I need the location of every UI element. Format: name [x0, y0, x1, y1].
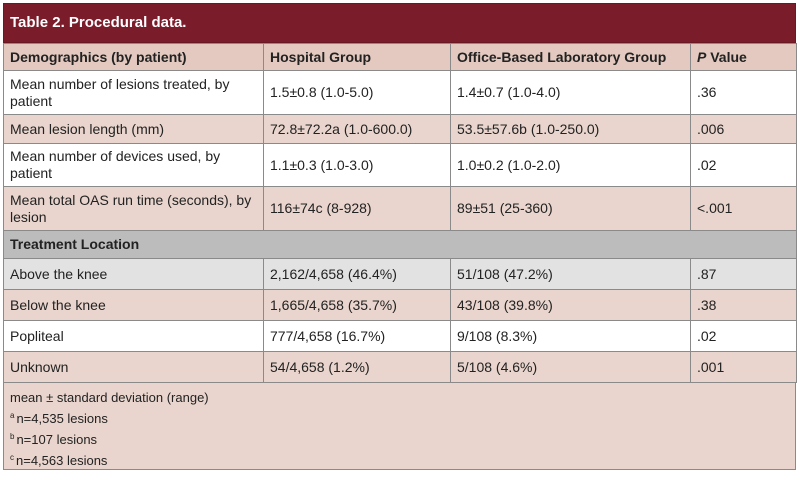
cell: 53.5±57.6b (1.0-250.0) — [450, 114, 691, 144]
data-row: Mean lesion length (mm) 72.8±72.2a (1.0-6… — [3, 114, 797, 144]
cell: 5/108 (4.6%) — [450, 351, 691, 383]
footnote-text: n=107 lesions — [16, 432, 98, 447]
data-row: Below the knee 1,665/4,658 (35.7%) 43/108 … — [3, 289, 797, 321]
cell: 1.0±0.2 (1.0-2.0) — [450, 143, 691, 187]
cell: 1.5±0.8 (1.0-5.0) — [263, 70, 451, 115]
header-row: Demographics (by patient) Hospital Group O… — [3, 43, 797, 71]
cell: Mean total OAS run time (seconds), by le… — [3, 186, 264, 231]
data-row: Mean number of lesions treated, by patie… — [3, 70, 797, 115]
cell: 1.1±0.3 (1.0-3.0) — [263, 143, 451, 187]
data-row: Mean total OAS run time (seconds), by le… — [3, 186, 797, 231]
cell: <.001 — [690, 186, 797, 231]
data-row: Above the knee 2,162/4,658 (46.4%) 51/108 … — [3, 258, 797, 290]
cell: 9/108 (8.3%) — [450, 320, 691, 352]
cell: .36 — [690, 70, 797, 115]
cell: Mean number of lesions treated, by patie… — [3, 70, 264, 115]
header-cell: P Value — [690, 43, 797, 71]
cell: .006 — [690, 114, 797, 144]
footnote: c n=4,563 lesions — [10, 449, 789, 470]
cell: 777/4,658 (16.7%) — [263, 320, 451, 352]
cell: Below the knee — [3, 289, 264, 321]
cell: Above the knee — [3, 258, 264, 290]
cell: Mean lesion length (mm) — [3, 114, 264, 144]
footnote-marker: a — [10, 411, 15, 420]
cell: .38 — [690, 289, 797, 321]
footnote: a n=4,535 lesions — [10, 407, 789, 428]
footnote-text: n=4,563 lesions — [16, 453, 108, 468]
data-row: Mean number of devices used, by patient 1… — [3, 143, 797, 187]
data-row: Popliteal 777/4,658 (16.7%) 9/108 (8.3%) .0… — [3, 320, 797, 352]
section-row: Treatment Location — [3, 230, 797, 259]
cell: 43/108 (39.8%) — [450, 289, 691, 321]
cell: 2,162/4,658 (46.4%) — [263, 258, 451, 290]
footnote-marker: c — [10, 453, 14, 462]
cell: .02 — [690, 320, 797, 352]
footnotes: mean ± standard deviation (range) a n=4,53… — [3, 383, 796, 470]
cell: 116±74c (8-928) — [263, 186, 451, 231]
header-cell: Hospital Group — [263, 43, 451, 71]
cell: 1,665/4,658 (35.7%) — [263, 289, 451, 321]
data-row: Unknown 54/4,658 (1.2%) 5/108 (4.6%) .001 — [3, 351, 797, 383]
header-cell: Demographics (by patient) — [3, 43, 264, 71]
table-title: Table 2. Procedural data. — [3, 3, 796, 43]
cell: Mean number of devices used, by patient — [3, 143, 264, 187]
cell: 54/4,658 (1.2%) — [263, 351, 451, 383]
cell: Popliteal — [3, 320, 264, 352]
cell: 72.8±72.2a (1.0-600.0) — [263, 114, 451, 144]
header-cell: Office-Based Laboratory Group — [450, 43, 691, 71]
footnote-text: n=4,535 lesions — [16, 411, 108, 426]
data-table: Demographics (by patient) Hospital Group O… — [3, 43, 797, 383]
cell: Unknown — [3, 351, 264, 383]
cell: .87 — [690, 258, 797, 290]
header-text: Value — [706, 48, 747, 65]
footnote: b n=107 lesions — [10, 428, 789, 449]
footnote-marker: b — [10, 432, 15, 441]
cell: .001 — [690, 351, 797, 383]
cell: .02 — [690, 143, 797, 187]
header-italic: P — [697, 48, 707, 65]
table-figure: Table 2. Procedural data. Demographics (… — [3, 3, 797, 470]
footnote-legend: mean ± standard deviation (range) — [10, 390, 209, 405]
cell: 1.4±0.7 (1.0-4.0) — [450, 70, 691, 115]
section-cell: Treatment Location — [3, 230, 797, 259]
cell: 51/108 (47.2%) — [450, 258, 691, 290]
cell: 89±51 (25-360) — [450, 186, 691, 231]
